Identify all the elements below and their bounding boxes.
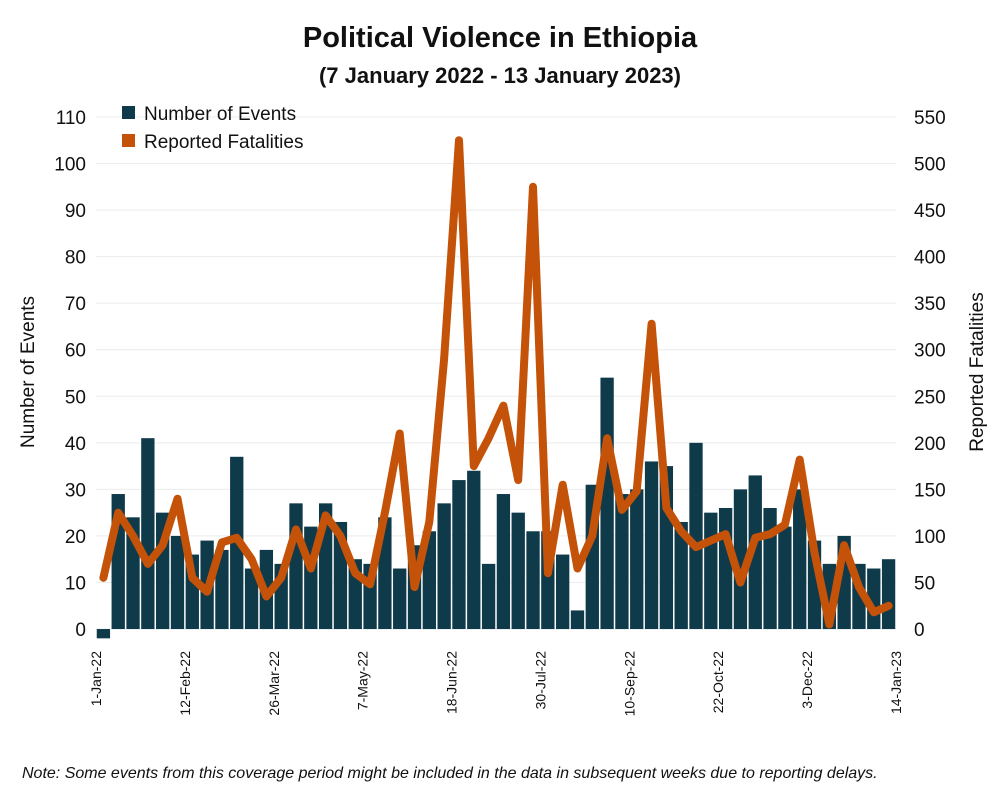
x-axis-tick-label: 30-Jul-22 [532,651,548,710]
x-axis-tick-label: 1-Jan-22 [88,651,104,706]
bar [437,503,451,630]
line-series-fatalities [99,136,893,629]
bar [170,535,185,630]
legend-swatch-fatalities [122,134,135,147]
bar [674,521,688,630]
bar [422,531,436,630]
right-axis-tick-label: 350 [914,294,946,315]
left-axis-tick-label: 30 [65,480,86,501]
x-axis-tick-label: 14-Jan-23 [888,651,904,714]
right-axis-tick-label: 200 [914,434,946,455]
right-axis-tick-label: 400 [914,248,946,269]
left-axis-tick-label: 50 [65,387,86,408]
bar [793,489,807,630]
bar [704,512,718,630]
chart-title: Political Violence in Ethiopia [302,22,698,54]
bar [289,503,303,630]
left-axis-tick-label: 20 [65,527,86,548]
left-axis-tick-label: 0 [75,620,86,641]
bar [689,442,703,630]
left-axis-tick-label: 110 [56,108,86,129]
left-axis-tick-label: 60 [65,341,86,362]
x-axis-ticks: 1-Jan-22 12-Feb-22 26-Mar-22 7-May-22 18-Jun… [88,651,904,717]
bar [630,489,644,630]
bar [778,526,792,630]
right-axis-tick-label: 250 [914,387,946,408]
bar [763,508,777,630]
bar [244,568,259,630]
left-axis-label: Number of Events [18,296,39,448]
x-axis-tick-label: 22-Oct-22 [710,651,726,713]
bar [556,554,570,630]
x-axis-tick-label: 3-Dec-22 [799,651,815,709]
legend-label-fatalities: Reported Fatalities [144,132,303,153]
x-axis-tick-label: 26-Mar-22 [266,651,282,716]
legend: Number of Events Reported Fatalities [122,104,303,153]
chart-subtitle: (7 January 2022 - 13 January 2023) [318,63,681,88]
bar [718,508,733,630]
left-axis-tick-label: 40 [65,434,86,455]
left-axis-ticks: 0 10 20 30 40 50 60 70 80 90 100 110 [54,108,86,641]
bar [467,470,481,630]
bar [481,563,496,630]
bar [96,629,111,639]
legend-label-events: Number of Events [144,104,296,125]
bar [393,568,407,630]
left-axis-tick-label: 90 [65,201,86,222]
right-axis-tick-label: 550 [914,108,946,129]
x-axis-tick-label: 10-Sep-22 [621,651,637,717]
left-axis-tick-label: 80 [65,248,86,269]
bar [615,494,629,630]
right-axis-tick-label: 150 [914,480,946,501]
bar [570,610,585,630]
right-axis-label: Reported Fatalities [967,292,988,451]
right-axis-tick-label: 0 [914,620,925,641]
combo-chart: 0 10 20 30 40 50 60 70 80 90 100 110 0 50 100 150 200 25… [18,104,988,717]
legend-swatch-events [122,106,135,119]
bar [600,377,614,630]
x-axis-tick-label: 12-Feb-22 [177,651,193,716]
x-axis-tick-label: 18-Jun-22 [444,651,460,714]
right-axis-tick-label: 50 [914,573,935,594]
bar [215,549,229,630]
right-axis-tick-label: 300 [914,341,946,362]
right-axis-tick-label: 100 [914,527,946,548]
right-axis-tick-label: 450 [914,201,946,222]
bar [526,531,540,630]
bar [511,512,525,630]
bar [881,559,896,630]
left-axis-tick-label: 70 [65,294,86,315]
bar [496,494,511,630]
left-axis-tick-label: 100 [54,155,86,176]
left-axis-tick-label: 10 [65,573,86,594]
x-axis-tick-label: 7-May-22 [355,651,371,710]
bar [748,475,762,630]
gridlines [96,116,896,630]
bar [141,438,155,630]
right-axis-ticks: 0 50 100 150 200 250 300 350 400 450 500 550 [914,108,946,641]
bar [644,461,659,630]
bar [733,489,748,630]
footnote: Note: Some events from this coverage per… [22,765,878,782]
right-axis-tick-label: 500 [914,155,946,176]
bar [452,480,466,630]
